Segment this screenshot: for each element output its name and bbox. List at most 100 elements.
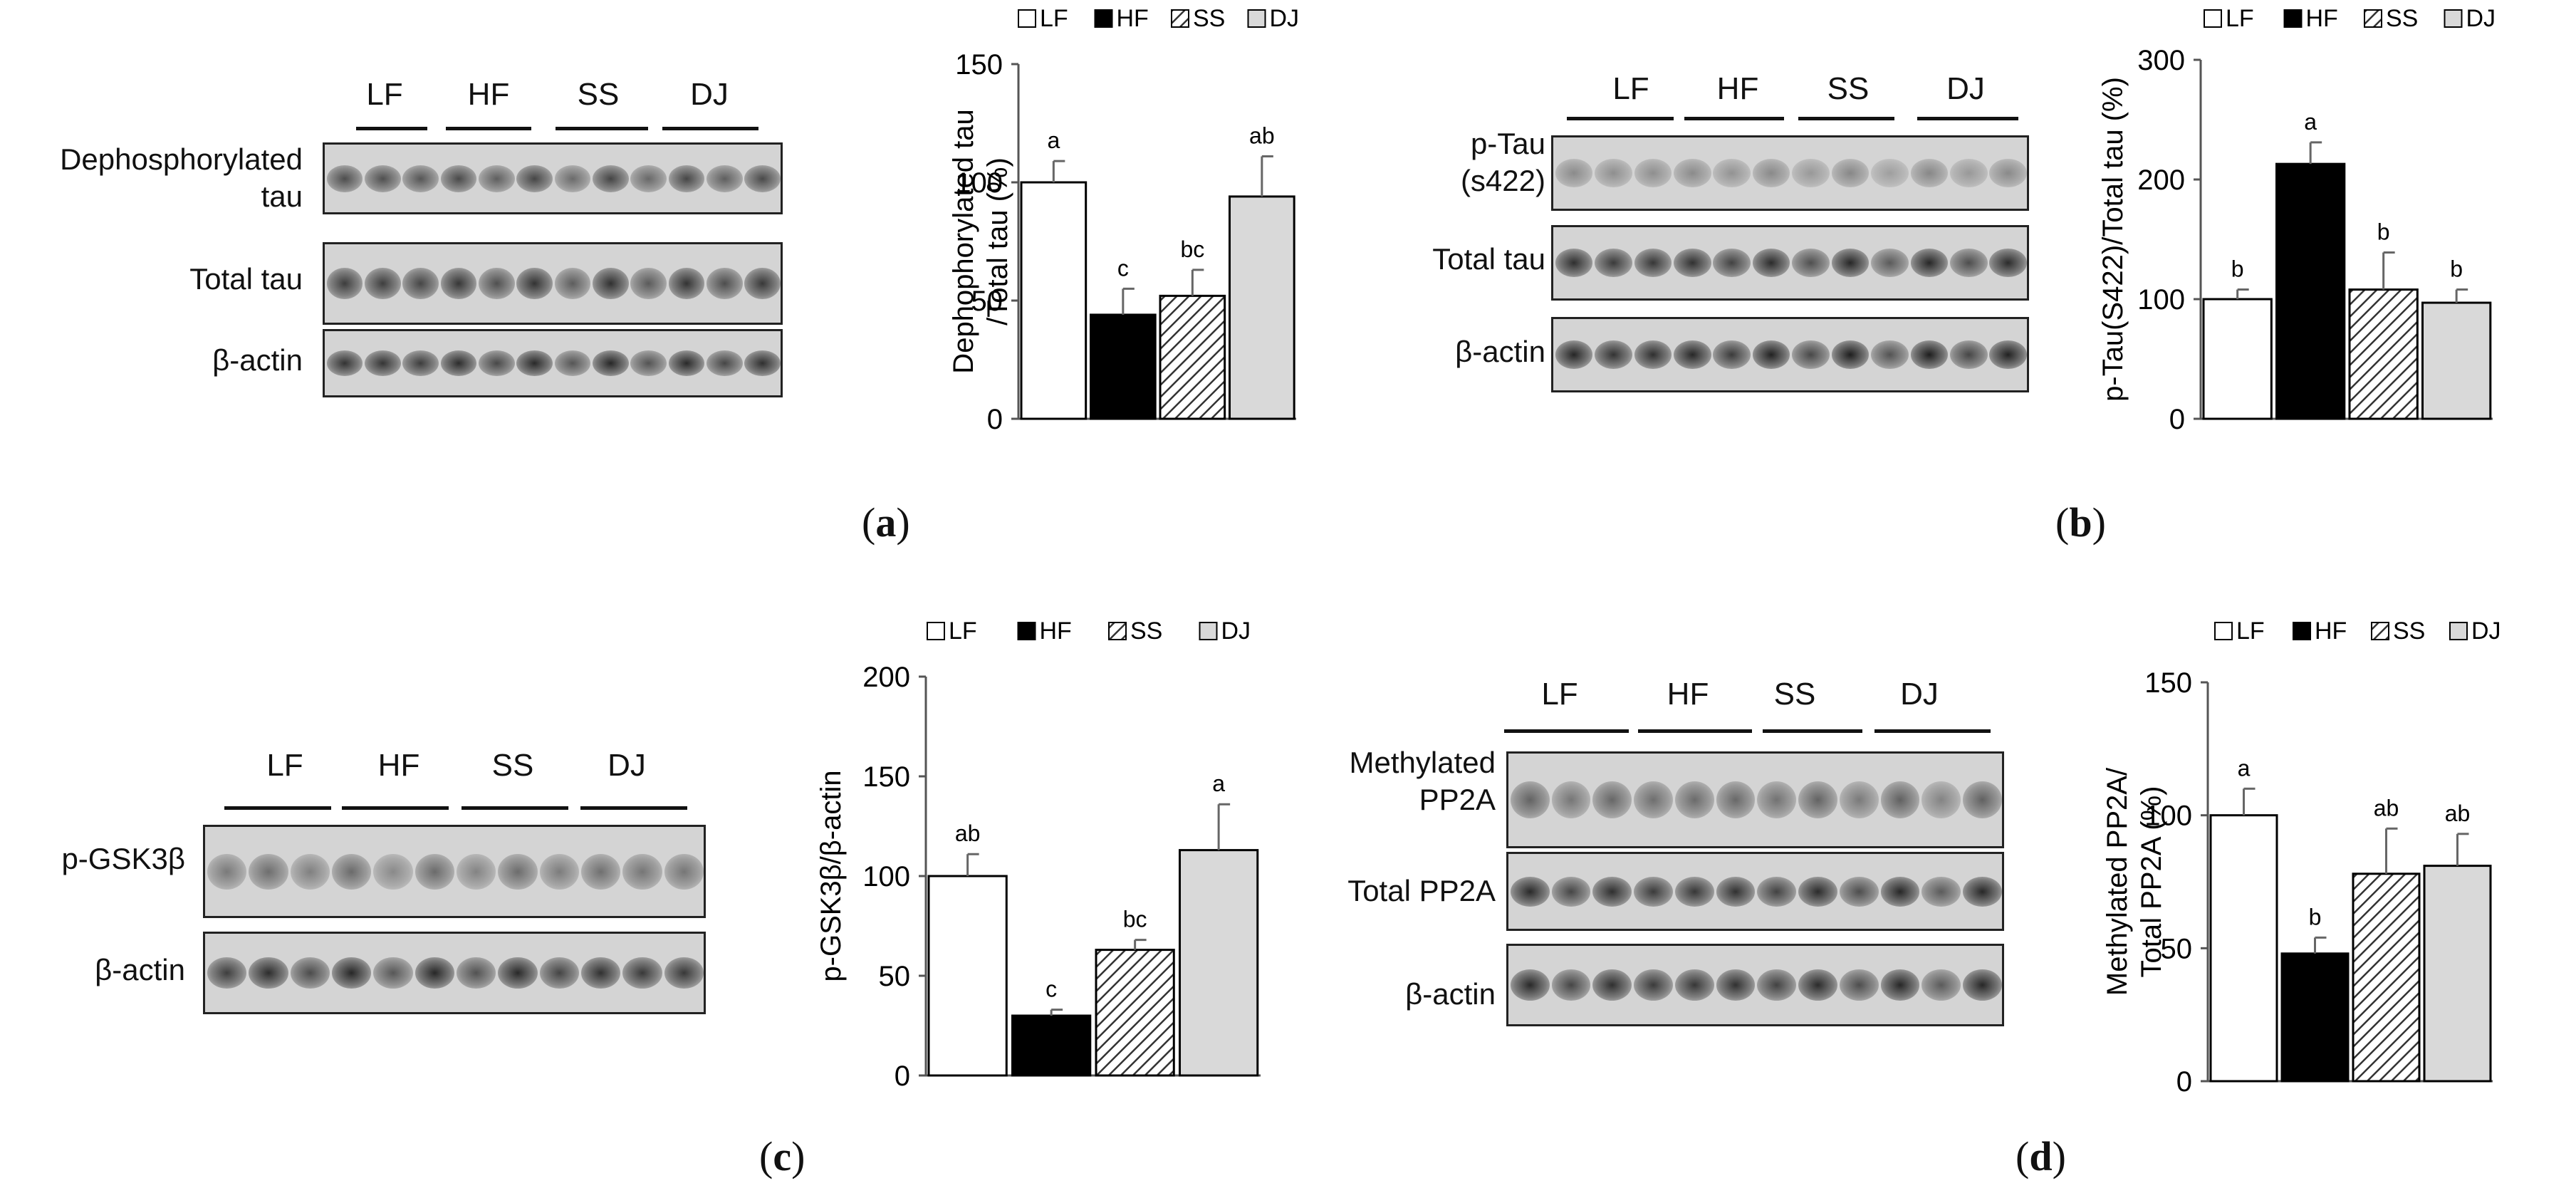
blot-band <box>1592 876 1632 907</box>
blot-band <box>1674 340 1711 369</box>
blot-band <box>326 350 363 376</box>
y-tick-label: 300 <box>2137 45 2185 76</box>
blot-c-label-pgsk: p-GSK3β <box>61 842 185 875</box>
blot-band <box>1555 159 1593 187</box>
blot-band <box>554 165 591 192</box>
blot-c-group-dj: DJ <box>608 748 646 783</box>
legend-label-hf: HF <box>1117 5 1149 32</box>
blot-d-group-lf: LF <box>1541 677 1578 712</box>
blot-band <box>622 853 662 890</box>
blot-band <box>1871 159 1909 187</box>
legend-label-hf: HF <box>1040 618 1072 645</box>
blot-band <box>593 165 629 192</box>
blot-band <box>479 165 515 192</box>
blot-band <box>249 853 288 890</box>
blot-band <box>744 268 781 299</box>
bar-ss <box>2348 288 2419 420</box>
blot-d-label-actin: β-actin <box>1405 977 1496 1011</box>
significance-letter: c <box>1045 976 1057 1002</box>
blot-band <box>365 165 401 192</box>
y-tick-label: 200 <box>2137 165 2185 196</box>
blot-b-line-dj <box>1917 117 2018 120</box>
blot-band <box>456 957 496 989</box>
blot-b-label-totaltau: Total tau <box>1432 242 1545 276</box>
blot-band <box>1831 159 1870 187</box>
bar-dj <box>2423 865 2492 1083</box>
blot-band <box>1634 781 1673 818</box>
blot-d-line-hf <box>1638 729 1752 733</box>
bar-lf <box>1020 181 1088 420</box>
blot-band <box>1752 249 1790 277</box>
bar-lf <box>2209 814 2278 1083</box>
blot-band <box>456 853 496 890</box>
blot-band <box>1989 249 2027 277</box>
blot-a-line-hf <box>446 127 531 130</box>
y-axis-label: p-GSK3β/β-actin <box>815 770 847 981</box>
blot-band <box>1555 249 1593 277</box>
legend-swatch-hf <box>2283 9 2303 28</box>
blot-c-group-ss: SS <box>491 748 534 783</box>
y-tick-label: 100 <box>862 861 910 892</box>
blot-band <box>580 957 621 989</box>
blot-band <box>207 957 247 989</box>
y-tick-label: 150 <box>955 49 1003 80</box>
legend-swatch-ss <box>2371 622 2389 640</box>
blot-b-label-ptau: p-Tau (s422) <box>1460 127 1545 197</box>
blot-band <box>1871 340 1909 369</box>
blot-band <box>516 268 553 299</box>
legend-swatch-lf <box>927 622 945 640</box>
blot-a-line-ss <box>556 127 648 130</box>
blot-band <box>744 165 781 192</box>
legend-label-dj: DJ <box>1221 618 1251 645</box>
legend-swatch-ss <box>2364 9 2382 28</box>
blot-band <box>1634 969 1673 1001</box>
bar-dj <box>1179 849 1259 1077</box>
blot-band <box>1839 969 1879 1001</box>
legend-swatch-lf <box>1018 9 1036 28</box>
blot-band <box>1752 340 1790 369</box>
blot-band <box>1910 249 1949 277</box>
blot-band <box>706 350 743 376</box>
blot-c-line-dj <box>580 806 687 810</box>
blot-a-line-lf <box>356 127 427 130</box>
blot-band <box>1839 781 1879 818</box>
blot-band <box>516 165 553 192</box>
chart-d: 0 50 100 150 Methylated PP2A/Total PP2A (%) a… <box>2102 618 2501 1098</box>
bar-hf <box>2275 162 2346 420</box>
blot-band <box>622 957 662 989</box>
blot-band <box>1963 781 2002 818</box>
blot-band <box>706 165 743 192</box>
blot-band <box>1831 249 1870 277</box>
blot-c-line-hf <box>342 806 449 810</box>
panel-letter-a: (a) <box>862 499 910 546</box>
panel-letter-b: (b) <box>2055 499 2106 546</box>
blot-band <box>1921 781 1961 818</box>
bar-ss <box>1095 949 1175 1077</box>
significance-letter: ab <box>2445 801 2471 826</box>
blot-band <box>1880 876 1920 907</box>
blot-band <box>365 268 401 299</box>
blot-b-label-actin: β-actin <box>1455 335 1545 368</box>
y-axis-label: Methylated PP2A/ <box>2102 767 2133 996</box>
significance-letter: b <box>2309 904 2322 929</box>
blot-band <box>744 350 781 376</box>
blot-d-strip-2 <box>1506 852 2004 931</box>
blot-b-group-lf: LF <box>1612 71 1649 106</box>
blot-band <box>326 165 363 192</box>
blot-band <box>1871 249 1909 277</box>
blot-band <box>630 268 667 299</box>
y-tick-label: 0 <box>2176 1066 2192 1098</box>
blot-band <box>1798 969 1837 1001</box>
legend-swatch-dj <box>2444 9 2463 28</box>
blot-band <box>1510 876 1550 907</box>
blot-a-label-actin: β-actin <box>212 343 303 377</box>
blot-band <box>479 268 515 299</box>
blot-band <box>1674 876 1714 907</box>
legend-label-hf: HF <box>2315 618 2347 645</box>
blot-a-line-dj <box>662 127 758 130</box>
legend-swatch-hf <box>1017 622 1036 640</box>
y-tick-label: 0 <box>2169 404 2185 435</box>
blot-band <box>630 350 667 376</box>
blot-a-group-ss: SS <box>577 77 620 112</box>
significance-letter: ab <box>955 820 981 846</box>
